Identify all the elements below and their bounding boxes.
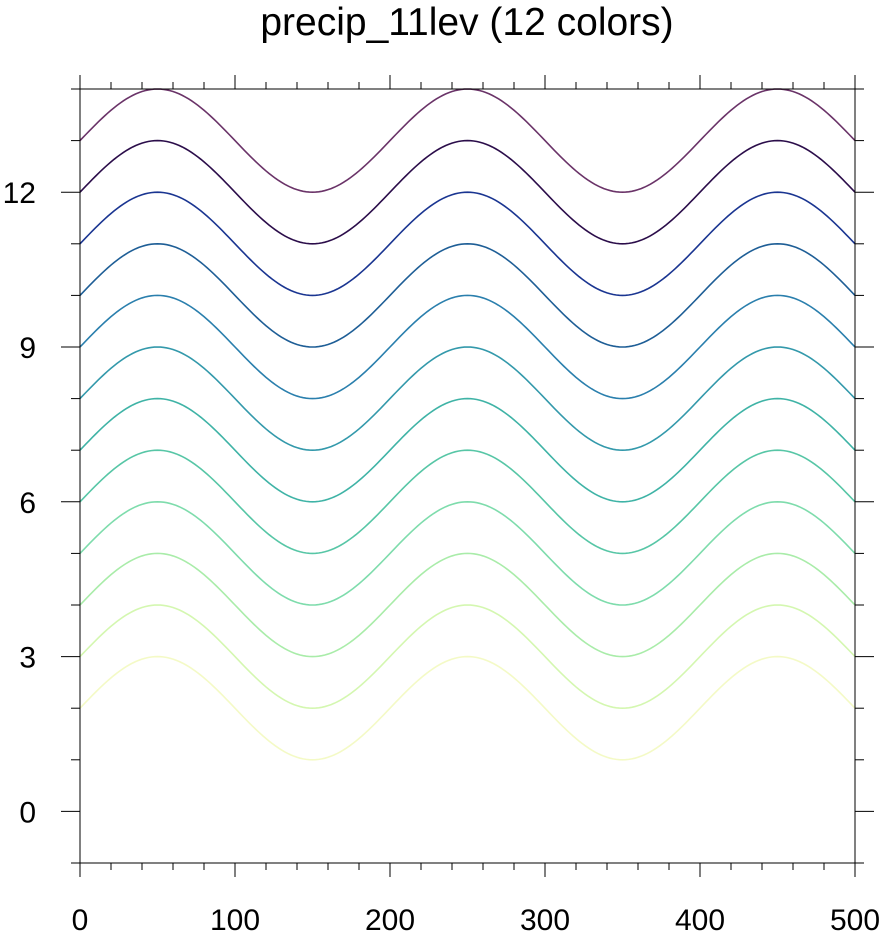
series-line-6	[79, 397, 856, 503]
axes-layer: 0 100 200 300 400 500 0 3 6 9 12	[3, 75, 880, 935]
chart-title: precip_11lev (12 colors)	[260, 1, 674, 44]
x-tick-label: 200	[365, 904, 415, 935]
series-line-4	[79, 500, 856, 606]
x-tick-label: 0	[72, 904, 89, 935]
series-line-10	[79, 191, 856, 297]
series-layer	[79, 88, 856, 761]
y-tick-label: 6	[19, 487, 36, 520]
y-tick-label: 3	[19, 642, 36, 675]
series-line-11	[79, 139, 856, 245]
series-line-8	[79, 294, 856, 400]
y-tick-label: 12	[3, 177, 36, 210]
x-tick-label: 500	[830, 904, 880, 935]
x-tick-label: 300	[520, 904, 570, 935]
y-tick-label: 9	[19, 332, 36, 365]
series-line-3	[79, 552, 856, 658]
plot-frame	[79, 88, 856, 864]
series-line-5	[79, 449, 856, 555]
series-line-1	[79, 655, 856, 761]
series-line-2	[79, 604, 856, 710]
x-tick-label: 100	[210, 904, 260, 935]
series-line-9	[79, 242, 856, 348]
y-tick-label: 0	[19, 796, 36, 829]
series-line-7	[79, 346, 856, 452]
x-tick-label: 400	[675, 904, 725, 935]
